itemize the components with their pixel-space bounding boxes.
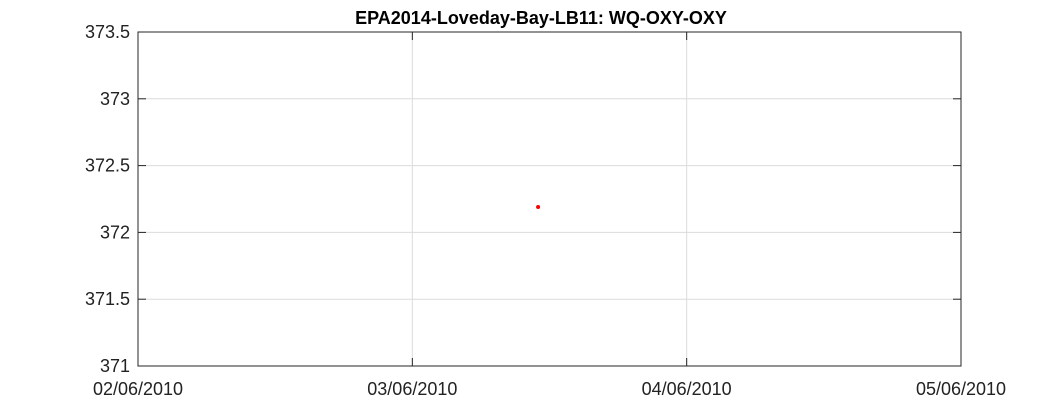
y-tick-label: 373.5 [85, 22, 130, 42]
y-tick-label: 371.5 [85, 289, 130, 309]
x-axis-tick-labels: 02/06/2010 03/06/2010 04/06/2010 05/06/2010 [93, 379, 1006, 399]
x-tick-label: 03/06/2010 [367, 379, 457, 399]
data-point [536, 205, 541, 210]
y-tick-label: 372 [100, 222, 130, 242]
chart-title: EPA2014-Loveday-Bay-LB11: WQ-OXY-OXY [355, 8, 727, 28]
x-tick-label: 02/06/2010 [93, 379, 183, 399]
plot-area [137, 31, 962, 367]
data-points [536, 205, 541, 210]
y-tick-label: 373 [100, 89, 130, 109]
grid-lines [137, 31, 962, 367]
axis-ticks [137, 31, 962, 367]
y-tick-label: 371 [100, 356, 130, 376]
x-tick-label: 04/06/2010 [642, 379, 732, 399]
y-tick-label: 372.5 [85, 156, 130, 176]
y-axis-tick-labels: 373.5 373 372.5 372 371.5 371 [85, 22, 130, 376]
x-tick-label: 05/06/2010 [916, 379, 1006, 399]
